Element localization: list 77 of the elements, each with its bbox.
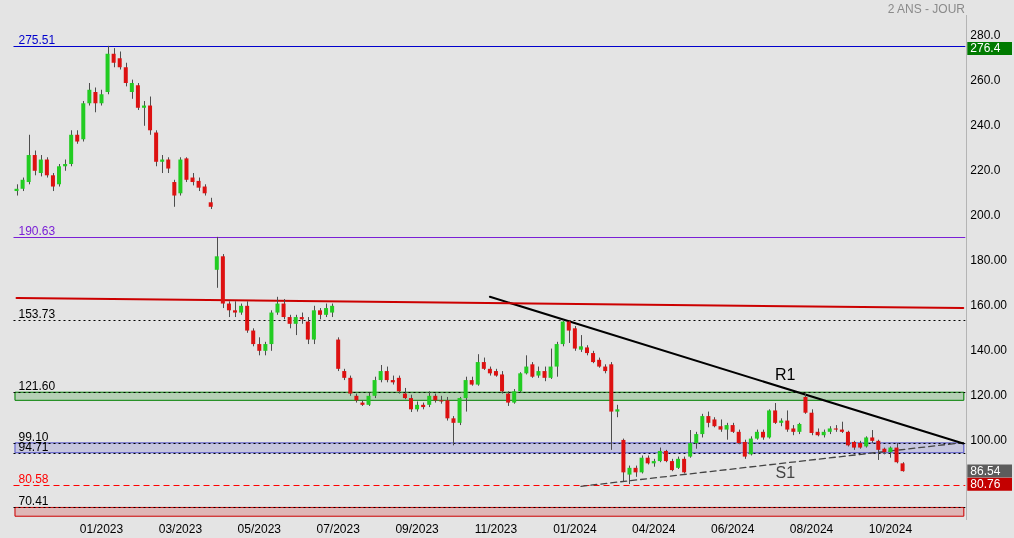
- candlestick: [560, 319, 565, 347]
- candlestick: [803, 392, 808, 415]
- candlestick: [348, 375, 353, 397]
- text: 80.76: [970, 477, 1001, 492]
- candlestick: [700, 413, 705, 438]
- candlestick: [572, 325, 577, 352]
- x-tick-label: 07/2023: [316, 522, 361, 537]
- candlestick: [50, 172, 55, 192]
- x-tick-label: 01/2024: [553, 522, 597, 537]
- candlestick: [518, 371, 523, 393]
- candlestick: [123, 62, 128, 87]
- x-tick-label: 06/2024: [710, 522, 755, 537]
- candlestick: [445, 396, 450, 422]
- y-tick-label: 220.0: [970, 163, 1001, 178]
- y-tick-label: 180.00: [970, 253, 1008, 268]
- y-tick-label: 160.00: [970, 298, 1008, 313]
- x-tick-label: 01/2023: [79, 522, 124, 537]
- candlestick: [451, 415, 456, 446]
- candlestick: [293, 314, 298, 336]
- candlestick: [688, 429, 693, 459]
- candlestick: [44, 156, 49, 179]
- ref-line-label: 80.58: [18, 472, 49, 486]
- candlestick: [281, 298, 286, 320]
- y-tick-label: 140.00: [970, 343, 1008, 358]
- y-tick-label: 100.00: [970, 433, 1008, 448]
- candlestick: [554, 341, 559, 378]
- candlestick: [785, 409, 790, 433]
- candlestick: [93, 87, 98, 113]
- candlestick: [639, 454, 644, 474]
- x-tick-label: 11/2023: [474, 522, 518, 537]
- candlestick: [111, 47, 116, 68]
- candlestick: [500, 370, 505, 395]
- candlestick: [214, 236, 219, 289]
- candlestick: [463, 376, 468, 413]
- candlestick: [742, 439, 747, 460]
- candlestick: [129, 79, 134, 100]
- candlestick: [809, 408, 814, 436]
- y-tick-label: 200.0: [970, 208, 1001, 223]
- candlestick: [305, 316, 310, 345]
- ref-line-label: 70.41: [18, 494, 49, 508]
- chart-title: 2 ANS - JOUR: [887, 2, 965, 16]
- text: 276.4: [970, 41, 1001, 56]
- x-tick-label: 04/2024: [632, 522, 676, 537]
- candlestick: [57, 163, 62, 188]
- y-tick-label: 280.0: [970, 28, 1001, 43]
- series-label: R1: [775, 365, 796, 383]
- ref-line-label: 153.73: [18, 307, 56, 321]
- candlestick: [32, 150, 37, 176]
- ref-line-label: 121.60: [18, 379, 56, 393]
- x-tick-label: 09/2023: [395, 522, 440, 537]
- x-tick-label: 05/2023: [237, 522, 282, 537]
- candlestick: [773, 402, 778, 425]
- candlestick: [275, 296, 280, 316]
- candlestick: [372, 376, 377, 399]
- candlestick: [251, 327, 256, 347]
- candlestick: [257, 336, 262, 356]
- candlestick: [38, 154, 43, 177]
- x-tick-label: 03/2023: [158, 522, 203, 537]
- x-tick-label: 08/2024: [789, 522, 834, 537]
- candlestick: [475, 353, 480, 387]
- x-tick-label: 10/2024: [868, 522, 913, 537]
- candlestick: [87, 82, 92, 107]
- y-tick-label: 260.0: [970, 73, 1001, 88]
- candlestick: [748, 435, 753, 456]
- candlestick: [117, 51, 122, 71]
- y-tick-label: 120.00: [970, 388, 1008, 403]
- series-label: S1: [775, 464, 796, 482]
- candlestick: [396, 375, 401, 395]
- candlestick: [548, 348, 553, 380]
- candlestick: [135, 82, 140, 111]
- candlestick: [184, 156, 189, 183]
- ref-line-label: 190.63: [18, 224, 56, 238]
- candlestick: [566, 319, 571, 344]
- ref-line-label: 275.51: [18, 33, 56, 47]
- text: 86.54: [970, 463, 1001, 478]
- y-tick-label: 240.0: [970, 118, 1001, 133]
- candlestick: [172, 179, 177, 208]
